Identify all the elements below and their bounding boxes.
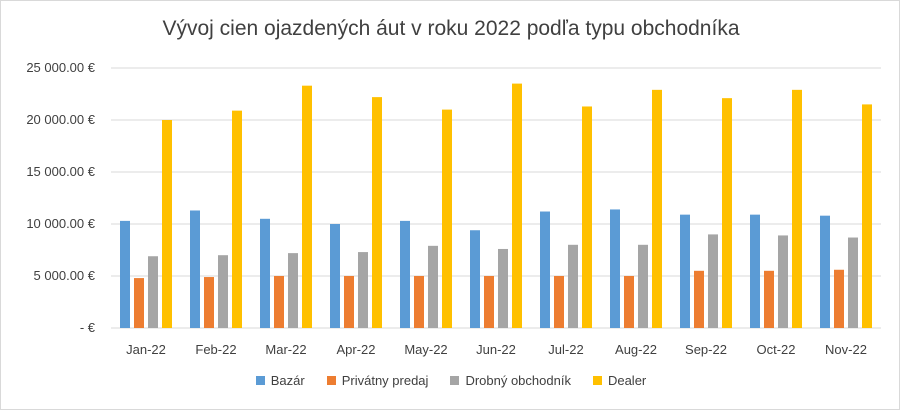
chart-title: Vývoj cien ojazdených áut v roku 2022 po… bbox=[162, 17, 740, 40]
bar bbox=[372, 97, 382, 329]
bar bbox=[652, 89, 662, 328]
bar bbox=[274, 276, 284, 328]
bar bbox=[862, 104, 872, 329]
x-tick-label: Jun-22 bbox=[476, 342, 516, 357]
bar bbox=[722, 98, 732, 328]
chart-legend: Bazár Privátny predaj Drobný obchodník Deal… bbox=[1, 373, 900, 388]
bar bbox=[190, 210, 200, 328]
bar bbox=[792, 89, 802, 328]
bar bbox=[694, 270, 704, 328]
bar bbox=[358, 252, 368, 328]
x-tick-label: Sep-22 bbox=[685, 342, 727, 357]
x-tick-label: Aug-22 bbox=[615, 342, 657, 357]
bar bbox=[120, 220, 130, 328]
bar bbox=[764, 270, 774, 328]
legend-swatch bbox=[592, 376, 602, 385]
bar bbox=[512, 83, 522, 328]
bar bbox=[428, 245, 438, 328]
bar bbox=[680, 214, 690, 328]
bar bbox=[582, 106, 592, 328]
x-tick-label: Mar-22 bbox=[265, 342, 306, 357]
bar bbox=[302, 85, 312, 329]
legend-item: Bazár bbox=[255, 373, 305, 388]
bar bbox=[260, 218, 270, 328]
bar bbox=[162, 120, 172, 328]
legend-label: Privátny predaj bbox=[341, 373, 429, 388]
bar bbox=[484, 276, 494, 328]
legend-swatch bbox=[255, 376, 265, 385]
bar bbox=[624, 276, 634, 328]
x-tick-label: Oct-22 bbox=[756, 342, 795, 357]
bar bbox=[134, 278, 144, 328]
y-tick-label: 15 000.00 € bbox=[26, 164, 95, 179]
legend-swatch bbox=[326, 376, 336, 385]
bar bbox=[750, 214, 760, 328]
bar bbox=[204, 277, 214, 328]
legend-item: Privátny predaj bbox=[326, 373, 429, 388]
x-tick-label: Feb-22 bbox=[195, 342, 236, 357]
bar bbox=[610, 209, 620, 328]
legend-label: Bazár bbox=[270, 373, 305, 388]
bar bbox=[218, 255, 228, 328]
y-tick-label: - € bbox=[80, 320, 96, 335]
y-tick-label: 25 000.00 € bbox=[26, 60, 95, 75]
bar bbox=[708, 234, 718, 328]
bar bbox=[540, 211, 550, 328]
bar bbox=[414, 276, 424, 328]
x-tick-label: May-22 bbox=[404, 342, 447, 357]
bar bbox=[778, 235, 788, 328]
legend-item: Dealer bbox=[592, 373, 647, 388]
bar bbox=[148, 256, 158, 328]
bar bbox=[568, 244, 578, 328]
y-tick-label: 20 000.00 € bbox=[26, 112, 95, 127]
bar bbox=[554, 276, 564, 328]
bar bbox=[344, 276, 354, 328]
y-tick-label: 10 000.00 € bbox=[26, 216, 95, 231]
legend-label: Dealer bbox=[607, 373, 647, 388]
bar bbox=[400, 220, 410, 328]
x-tick-label: Nov-22 bbox=[825, 342, 867, 357]
bar bbox=[638, 244, 648, 328]
bar bbox=[470, 230, 480, 328]
bar bbox=[498, 248, 508, 328]
bar bbox=[848, 237, 858, 328]
y-tick-label: 5 000.00 € bbox=[34, 268, 96, 283]
bar bbox=[288, 253, 298, 328]
bar bbox=[834, 269, 844, 328]
bar bbox=[442, 109, 452, 328]
x-tick-label: Jan-22 bbox=[126, 342, 166, 357]
x-tick-label: Apr-22 bbox=[336, 342, 375, 357]
legend-swatch bbox=[450, 376, 460, 385]
legend-label: Drobný obchodník bbox=[465, 373, 571, 388]
bar bbox=[820, 215, 830, 328]
x-tick-label: Jul-22 bbox=[548, 342, 583, 357]
legend-item: Drobný obchodník bbox=[450, 373, 571, 388]
bar bbox=[330, 224, 340, 328]
bar bbox=[232, 110, 242, 328]
